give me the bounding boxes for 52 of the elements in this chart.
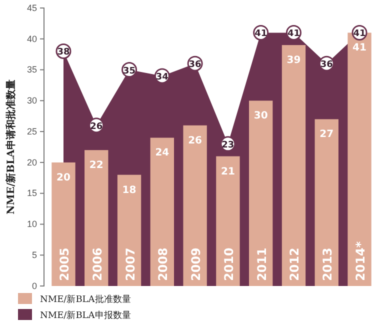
x-tick-label: 2008 <box>156 248 170 281</box>
bar <box>216 156 240 286</box>
data-label: 26 <box>90 122 103 132</box>
y-tick-label: 40 <box>26 34 37 44</box>
data-label: 26 <box>188 135 202 146</box>
data-label: 34 <box>156 72 168 82</box>
y-tick-label: 0 <box>32 280 37 291</box>
x-tick-label: 2005 <box>57 248 72 281</box>
y-tick-label: 30 <box>26 96 37 106</box>
bar <box>183 125 207 286</box>
legend-label: NME/新BLA申报数量 <box>40 310 131 321</box>
data-label: 41 <box>353 29 366 40</box>
data-label: 24 <box>155 148 170 159</box>
data-label: 27 <box>320 129 334 140</box>
bar <box>52 162 76 286</box>
bar <box>248 100 273 286</box>
bar <box>314 119 338 286</box>
y-tick-label: 20 <box>26 157 37 168</box>
x-tick-label: 2006 <box>90 248 104 281</box>
x-tick-label: 2012 <box>288 248 302 281</box>
y-tick-label: 10 <box>26 219 37 230</box>
legend-label: NME/新BLA批准数量 <box>40 294 131 305</box>
data-label: 41 <box>254 29 268 40</box>
data-label: 21 <box>220 166 235 178</box>
x-tick-label: 2014* <box>354 240 368 281</box>
data-label: 38 <box>57 48 70 58</box>
y-axis-title: NME/新BLA申请和批准数量 <box>5 80 17 214</box>
x-tick-label: 2010 <box>222 248 236 281</box>
data-label: 39 <box>286 55 301 66</box>
bar <box>150 138 174 286</box>
data-label: 41 <box>352 42 367 54</box>
y-tick-label: 25 <box>26 126 37 136</box>
data-label: 18 <box>122 184 136 196</box>
data-label: 36 <box>188 60 202 70</box>
data-label: 36 <box>320 60 333 70</box>
data-label: 20 <box>56 172 70 184</box>
bar <box>282 45 306 286</box>
bar <box>84 150 108 286</box>
data-label: 23 <box>222 140 234 150</box>
x-tick-label: 2009 <box>189 248 204 281</box>
y-tick-label: 35 <box>26 64 37 75</box>
x-tick-label: 2013 <box>320 248 335 281</box>
data-label: 30 <box>254 110 268 122</box>
data-label: 22 <box>89 160 104 172</box>
data-label: 41 <box>287 29 300 40</box>
x-tick-label: 2011 <box>254 248 269 281</box>
bar <box>117 174 142 286</box>
y-tick-label: 15 <box>26 188 37 198</box>
data-label: 35 <box>123 66 136 76</box>
x-tick-label: 2007 <box>123 248 138 281</box>
y-tick-label: 45 <box>26 2 37 13</box>
y-tick-label: 5 <box>32 250 37 260</box>
